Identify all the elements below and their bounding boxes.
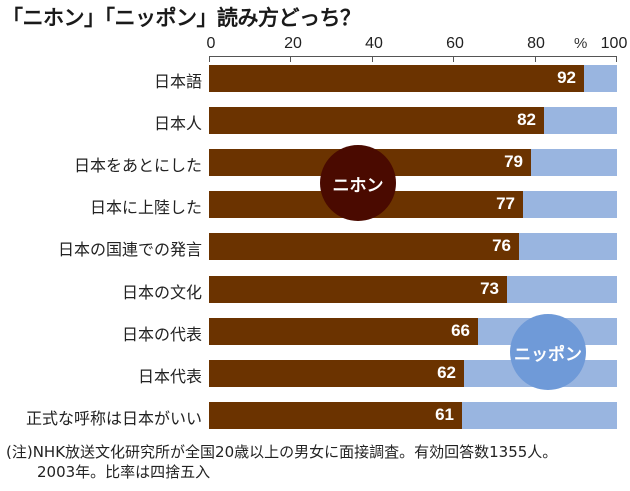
row-label: 日本代表 xyxy=(137,367,202,386)
bar-value: 73 xyxy=(480,279,499,298)
nihon-bar: 76 xyxy=(209,233,519,260)
nippon-bar: 77 xyxy=(209,191,617,218)
row-label: 日本の代表 xyxy=(121,325,202,344)
bar-value: 76 xyxy=(492,236,511,255)
tick-mark xyxy=(535,56,536,62)
nihon-bar: 92 xyxy=(209,65,584,92)
bar-value: 66 xyxy=(451,321,470,340)
nihon-bar: 82 xyxy=(209,107,544,134)
nippon-bar: 61 xyxy=(209,402,617,429)
footnote: (注)NHK放送文化研究所が全国20歳以上の男女に面接調査。有効回答数1355人… xyxy=(6,442,557,482)
nippon-bar: 76 xyxy=(209,233,617,260)
row-label: 日本をあとにした xyxy=(73,156,202,175)
chart-title: 「ニホン」「ニッポン」読み方どっち？ xyxy=(2,6,361,30)
nippon-bar: 73 xyxy=(209,276,617,303)
tick-mark xyxy=(209,56,210,62)
row-label: 正式な呼称は日本がいい xyxy=(25,409,202,428)
tick-label-60: 60 xyxy=(446,35,464,52)
row-label: 日本人 xyxy=(153,114,202,133)
nippon-bar: 79 xyxy=(209,149,617,176)
tick-mark xyxy=(290,56,291,62)
row-label: 日本語 xyxy=(153,72,202,91)
row-label: 日本に上陸した xyxy=(89,198,202,217)
nippon-bar: 92 xyxy=(209,65,617,92)
tick-label-40: 40 xyxy=(365,35,383,52)
nippon-bar: 82 xyxy=(209,107,617,134)
tick-label-20: 20 xyxy=(284,35,302,52)
bar-value: 79 xyxy=(504,152,523,171)
nihon-legend-bubble: ニホン xyxy=(320,145,396,221)
nihon-bar: 62 xyxy=(209,360,464,387)
bar-value: 61 xyxy=(435,405,454,424)
axis-line xyxy=(209,56,617,57)
nihon-bar: 66 xyxy=(209,318,478,345)
tick-mark xyxy=(372,56,373,62)
footnote-line-2: 2003年。比率は四捨五入 xyxy=(37,463,211,481)
bar-value: 92 xyxy=(557,68,576,87)
tick-label-100: 100 xyxy=(600,35,628,52)
bar-value: 82 xyxy=(517,110,536,129)
tick-label-0: 0 xyxy=(206,35,216,52)
nihon-bar: 73 xyxy=(209,276,507,303)
tick-mark xyxy=(453,56,454,62)
bar-value: 77 xyxy=(496,194,515,213)
footnote-line-1: (注)NHK放送文化研究所が全国20歳以上の男女に面接調査。有効回答数1355人… xyxy=(6,443,558,461)
bar-value: 62 xyxy=(437,363,456,382)
row-label: 日本の文化 xyxy=(121,283,202,302)
tick-mark xyxy=(616,56,617,62)
row-label: 日本の国連での発言 xyxy=(57,240,202,259)
axis-unit: % xyxy=(574,35,588,52)
nippon-legend-bubble: ニッポン xyxy=(510,314,586,390)
tick-label-80: 80 xyxy=(527,35,545,52)
nihon-bar: 61 xyxy=(209,402,462,429)
